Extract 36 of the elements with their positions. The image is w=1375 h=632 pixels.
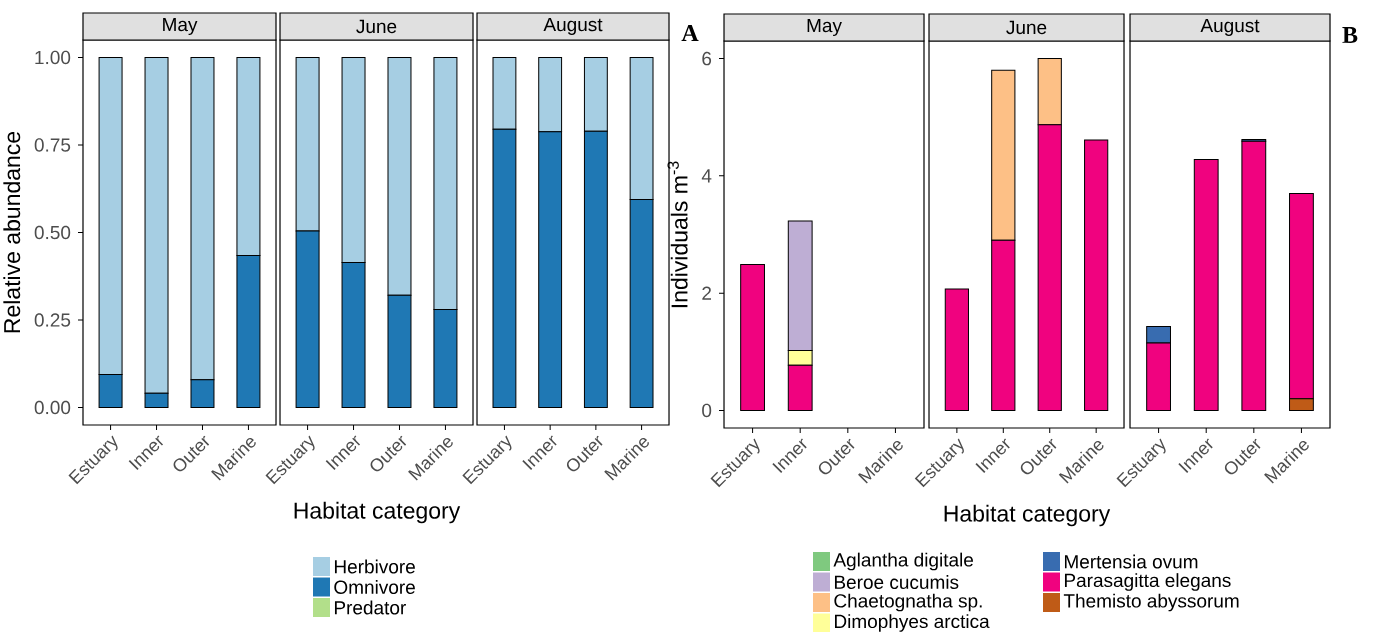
y-axis-title: Relative abundance: [3, 131, 21, 333]
y-tick-label: 0.75: [34, 138, 71, 152]
legend-label: Omnivore: [334, 580, 415, 594]
legend-label: Chaetognatha sp.: [834, 593, 982, 612]
chart-title: June: [356, 19, 397, 34]
y-tick-label: 0: [702, 403, 712, 418]
bar: [740, 263, 765, 411]
chart-title: May: [807, 18, 842, 37]
y-tick-label: 6: [702, 51, 712, 66]
legend-label: Predator: [334, 600, 406, 615]
y-axis-title: Individuals m$^{-3}$: [667, 161, 688, 308]
bar: [944, 288, 969, 411]
chart-title: August: [1200, 18, 1260, 37]
bar: [1193, 158, 1219, 411]
legend-label: Aglantha digitale: [833, 552, 974, 571]
legend-label: Themisto abyssorum: [1063, 593, 1239, 612]
chart-title: June: [1006, 20, 1047, 35]
legend-label: Parasagitta elegans: [1064, 573, 1231, 591]
x-axis-title: Habitat category: [294, 501, 461, 524]
legend-label: Herbivore: [334, 559, 415, 574]
text: A: [681, 25, 699, 41]
legend-label: Beroe cucumis: [834, 575, 959, 589]
bar: [1084, 139, 1109, 411]
y-tick-label: 4: [701, 169, 712, 183]
text: B: [1342, 27, 1358, 43]
y-tick-label: 0.25: [34, 313, 71, 327]
y-tick-label: 2: [702, 286, 712, 300]
chart-title: August: [543, 17, 603, 36]
y-tick-label: 0.50: [34, 225, 71, 240]
y-tick-label: 1.00: [35, 50, 71, 65]
legend-label: Dimophyes arctica: [834, 614, 990, 632]
chart-title: May: [163, 17, 198, 36]
bar: [1241, 140, 1267, 411]
y-tick-label: 0.00: [34, 400, 71, 415]
legend-label: Mertensia ovum: [1064, 554, 1198, 569]
x-axis-title: Habitat category: [944, 504, 1111, 527]
